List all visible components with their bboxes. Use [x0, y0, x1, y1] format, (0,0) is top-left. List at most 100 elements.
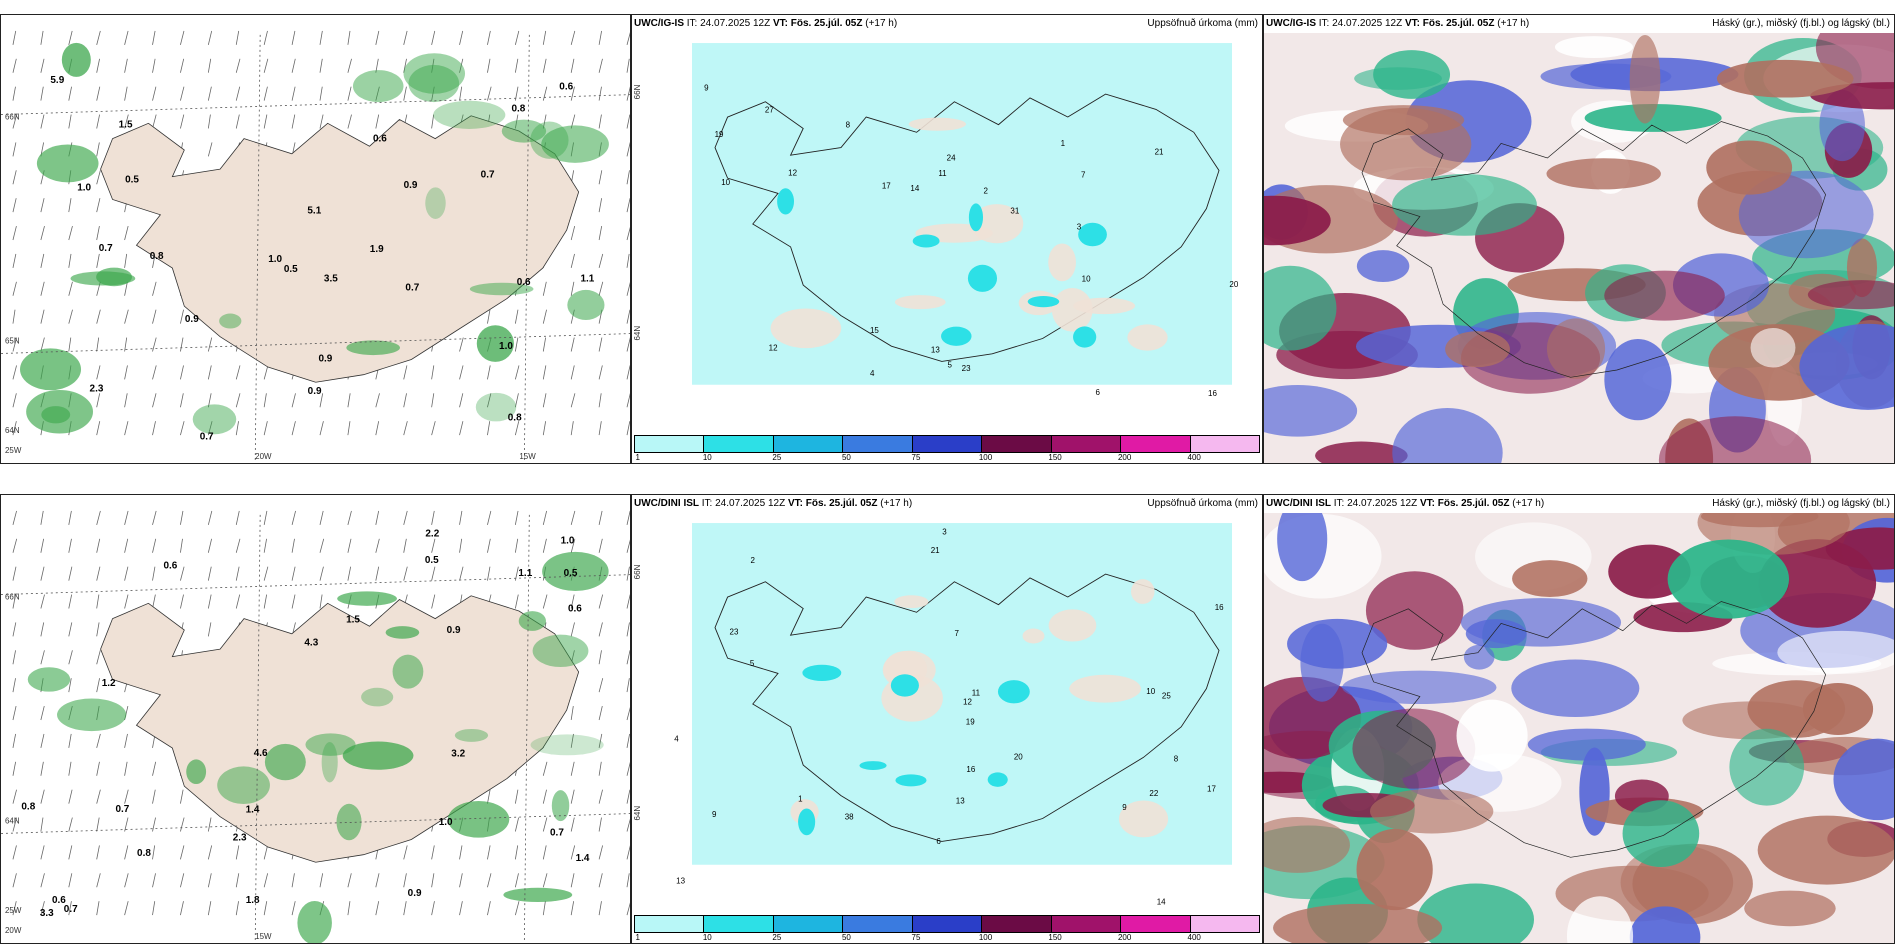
wind-barb — [319, 30, 323, 45]
wind-barb — [626, 873, 630, 888]
precip-map: 66N 64N 5 6 9 13 20 19 16 22 21 11 12 17 25 16 38 14 7 8 10 3… — [632, 513, 1262, 915]
heavy-precip-area — [912, 234, 940, 248]
wind-barb — [598, 594, 604, 609]
wind-barb — [180, 789, 184, 804]
wind-barb — [263, 594, 268, 609]
lead-time: (+17 h) — [1512, 498, 1545, 509]
precip-value-label: 10 — [721, 178, 730, 187]
wind-barb — [124, 733, 128, 748]
precip-value-label: 16 — [1215, 603, 1224, 612]
wind-barb — [431, 538, 436, 553]
wind-barb — [96, 845, 100, 860]
wind-barb — [403, 845, 408, 860]
wind-barb — [207, 58, 212, 73]
wind-barb — [570, 421, 574, 436]
precip-patch — [61, 42, 91, 77]
wind-barb — [542, 337, 547, 352]
wind-barb — [542, 761, 548, 776]
wind-value-label: 4.6 — [254, 748, 268, 759]
precip-value-label: 14 — [1157, 898, 1166, 907]
precip-value-label: 14 — [910, 184, 919, 193]
wind-value-label: 0.9 — [404, 180, 418, 191]
precip-patch — [532, 634, 589, 668]
wind-barb — [263, 510, 268, 525]
wind-barb — [180, 538, 183, 553]
wind-barb — [347, 566, 352, 581]
precip-value-label: 22 — [1149, 789, 1158, 798]
wind-barb — [180, 337, 184, 352]
wind-barb — [68, 337, 72, 352]
wind-value-label: 0.8 — [150, 251, 164, 262]
wind-barb — [68, 253, 72, 268]
colorbar-box — [704, 916, 774, 932]
precip-value-label: 8 — [1174, 755, 1179, 764]
wind-barb — [375, 510, 380, 525]
wind-value-label: 0.8 — [21, 801, 35, 812]
wind-barb — [431, 393, 435, 408]
wind-value-label: 0.7 — [200, 431, 214, 442]
wind-barb — [12, 198, 17, 213]
wind-barb — [570, 225, 576, 241]
precip-value-label: 6 — [1096, 388, 1101, 397]
geo-label: 66N — [5, 593, 20, 602]
wind-barb — [514, 510, 519, 525]
wind-barb — [514, 365, 520, 380]
wind-barb — [598, 421, 602, 436]
cloud-area — [1579, 747, 1610, 836]
cloud-area — [1264, 265, 1337, 351]
colorbar-tick: 50 — [841, 933, 851, 942]
wind-value-label: 0.9 — [308, 386, 322, 397]
wind-barb — [403, 30, 408, 45]
wind-panel-bottom: UWC/DINI ISL IT: 24.07.2025 12Z VT: Fös.… — [0, 494, 631, 944]
wind-barb — [598, 30, 602, 45]
precip-patch — [352, 70, 404, 103]
wind-barb — [403, 901, 407, 916]
wind-barb — [12, 337, 18, 352]
wind-barb — [12, 901, 17, 916]
wind-barb — [431, 421, 436, 436]
precip-value-label: 1 — [1061, 139, 1066, 148]
wind-barb — [124, 86, 128, 101]
wind-barb — [570, 253, 575, 268]
cloud-area — [1566, 896, 1634, 943]
wind-barb — [124, 225, 129, 241]
precip-patch — [503, 887, 573, 903]
wind-barb — [319, 594, 323, 609]
precip-map: 66N 64N 5 7 10 13 12 15 8 4 3 17 24 23 20 16 19 11 9 6 12 27 2… — [632, 33, 1262, 435]
wind-barb — [96, 337, 100, 352]
wind-barb — [291, 86, 296, 101]
precip-value-label: 16 — [1208, 389, 1217, 398]
init-time: IT: 24.07.2025 12Z — [1333, 498, 1418, 509]
precip-title: Uppsöfnuð úrkoma (mm) — [1147, 498, 1258, 509]
wind-barb — [207, 622, 212, 637]
precip-value-label: 12 — [788, 168, 797, 177]
cloud-area — [1527, 728, 1646, 761]
colorbar-tick: 200 — [1117, 933, 1132, 942]
wind-barb — [124, 30, 129, 45]
wind-barb — [12, 142, 17, 157]
cloud-title: Háský (gr.), miðský (fj.bl.) og lágský (… — [1712, 498, 1890, 509]
precip-patch — [403, 53, 466, 94]
heavy-precip-area — [941, 326, 972, 346]
wind-barb — [152, 761, 157, 776]
wind-barb — [487, 510, 492, 525]
wind-barb — [124, 594, 129, 609]
wind-barb — [68, 733, 72, 748]
wind-barb — [375, 421, 380, 436]
wind-barb — [68, 538, 72, 553]
precip-value-label: 25 — [1162, 692, 1171, 701]
wind-barb — [152, 789, 156, 804]
wind-barb — [12, 705, 17, 721]
cloud-area — [1777, 630, 1894, 674]
wind-barb — [431, 58, 435, 73]
valid-time: Fös. 25.júl. 05Z — [1422, 18, 1495, 29]
wind-barb — [487, 901, 491, 916]
wind-barb — [514, 845, 519, 860]
wind-barb — [626, 678, 630, 693]
precip-value-label: 7 — [954, 629, 959, 638]
wind-barb — [124, 845, 129, 860]
wind-barb — [626, 566, 630, 581]
wind-barb — [96, 170, 101, 185]
wind-barb — [319, 873, 324, 888]
wind-barb — [598, 705, 603, 721]
